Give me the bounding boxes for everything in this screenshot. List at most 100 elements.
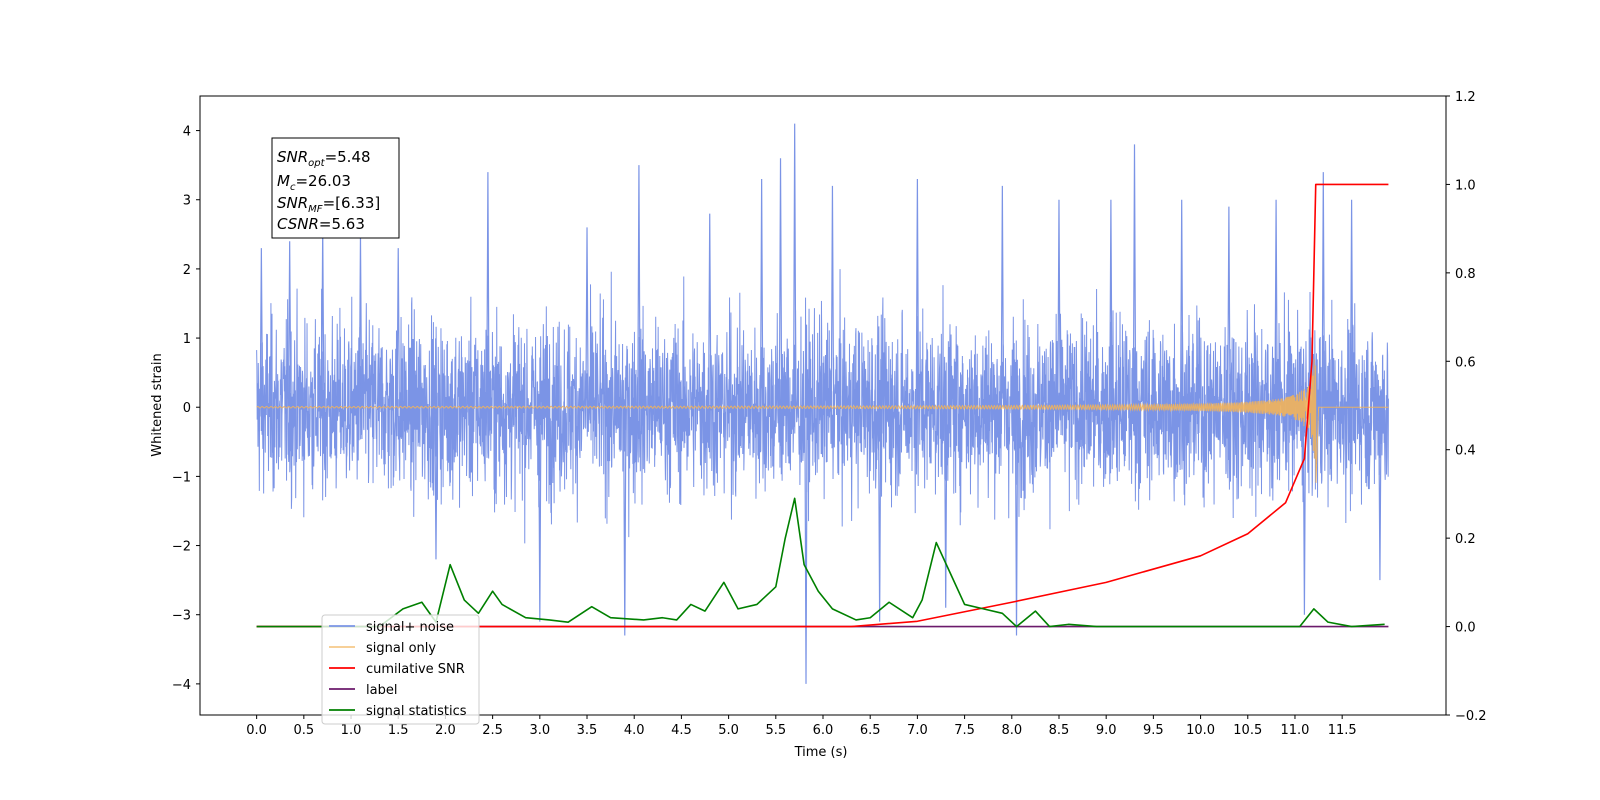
x-tick-label: 1.0 <box>341 723 362 738</box>
legend-label: cumilative SNR <box>366 662 465 677</box>
signal-noise-spike <box>1014 407 1019 636</box>
signal-noise-spike <box>1349 199 1354 408</box>
stat-mc: Mc=26.03 <box>277 172 351 193</box>
x-tick-label: 6.5 <box>860 723 881 738</box>
y-tick-label: 0 <box>183 401 191 416</box>
x-tick-label: 6.0 <box>813 723 834 738</box>
y-tick-label: 1 <box>183 332 191 347</box>
signal-noise-spike <box>1179 199 1184 408</box>
stat-snr-mf: SNRMF=[6.33] <box>277 194 380 215</box>
x-tick-label: 10.0 <box>1186 723 1215 738</box>
x-tick-label: 11.5 <box>1328 723 1357 738</box>
stat-mc-symbol: M <box>277 172 290 190</box>
y-right-tick-label: 0.2 <box>1455 532 1476 547</box>
x-tick-label: 0.5 <box>293 723 314 738</box>
stat-snr-opt-value: =5.48 <box>325 148 371 166</box>
y-tick-label: −3 <box>172 609 191 624</box>
stat-csnr-symbol: CSNR <box>277 215 319 233</box>
stats-box-frame <box>271 137 400 239</box>
x-tick-label: 2.0 <box>435 723 456 738</box>
x-tick-label: 5.5 <box>765 723 786 738</box>
signal-noise-spike <box>623 407 627 636</box>
signal-only-line <box>256 359 1389 483</box>
cumulative-snr-line <box>256 183 1389 628</box>
x-tick-label: 10.5 <box>1233 723 1262 738</box>
signal-noise-spike <box>396 248 400 408</box>
x-tick-label: 4.5 <box>671 723 692 738</box>
y-tick-label: −4 <box>172 678 191 693</box>
signal-noise-spike <box>1227 206 1231 408</box>
signal-noise-spike <box>1274 199 1278 408</box>
x-tick-label: 11.0 <box>1280 723 1309 738</box>
y-right-tick-label: 1.0 <box>1455 178 1476 193</box>
y-axis-right: −0.2 0.0 0.2 0.4 0.6 0.8 1.0 1.2 <box>1446 90 1487 724</box>
x-tick-label: 3.5 <box>577 723 598 738</box>
x-tick-label: 5.0 <box>718 723 739 738</box>
signal-noise-spike <box>877 407 882 622</box>
x-tick-label: 8.0 <box>1001 723 1022 738</box>
stats-box: SNRopt=5.48 Mc=26.03 SNRMF=[6.33] CSNR=5… <box>271 137 400 239</box>
signal-noise-spike <box>287 241 292 408</box>
legend-label: signal statistics <box>366 704 467 719</box>
y-right-tick-label: 0.8 <box>1455 267 1476 282</box>
stat-csnr: CSNR=5.63 <box>277 215 365 233</box>
y-right-tick-label: 1.2 <box>1455 90 1476 105</box>
stat-csnr-value: =5.63 <box>319 215 365 233</box>
y-right-tick-label: 0.4 <box>1455 444 1476 459</box>
series-signal-statistics <box>256 497 1385 628</box>
y-tick-label: −1 <box>172 470 191 485</box>
series-signal-noise <box>256 123 1389 684</box>
signal-noise-spike <box>259 248 264 408</box>
signal-noise-spike <box>1378 407 1382 581</box>
x-axis: 0.0 0.5 1.0 1.5 2.0 2.5 3.0 3.5 4.0 4.5 5.0 5.5 6.0 6… <box>246 715 1357 738</box>
signal-statistics-line <box>256 497 1385 628</box>
signal-noise-spike <box>707 213 712 408</box>
y-tick-label: 2 <box>183 263 191 278</box>
y-right-tick-label: −0.2 <box>1455 709 1487 724</box>
stat-snr-mf-symbol: SNR <box>277 194 308 212</box>
stat-snr-mf-value: =[6.33] <box>323 194 381 212</box>
signal-noise-spike <box>1000 185 1005 408</box>
signal-noise-spike <box>486 172 490 408</box>
signal-noise-spike <box>434 407 438 560</box>
legend: signal+ noise signal only cumilative SNR la… <box>321 614 480 725</box>
signal-noise-spike <box>1302 407 1307 615</box>
y-right-tick-label: 0.0 <box>1455 621 1476 636</box>
stat-mc-value: =26.03 <box>295 172 351 190</box>
signal-noise-spike <box>1321 172 1326 408</box>
x-tick-label: 9.0 <box>1096 723 1117 738</box>
legend-label: label <box>366 683 397 698</box>
signal-noise-spike <box>915 178 920 408</box>
series-cumulative-snr <box>256 183 1389 628</box>
signal-noise-spike <box>538 407 542 622</box>
x-tick-label: 7.0 <box>907 723 928 738</box>
stat-snr-opt-symbol: SNR <box>277 148 308 166</box>
y-axis-label: Whitened strain <box>150 353 165 456</box>
signal-noise-spike <box>943 407 948 608</box>
legend-label: signal only <box>366 641 436 656</box>
y-axis-left: −4 −3 −2 −1 0 1 2 3 4 <box>172 125 200 693</box>
signal-noise-spike <box>759 178 764 408</box>
x-tick-label: 4.0 <box>624 723 645 738</box>
stat-snr-opt-subscript: opt <box>308 158 325 169</box>
x-axis-label: Time (s) <box>794 745 848 760</box>
x-tick-label: 2.5 <box>482 723 503 738</box>
x-tick-label: 1.5 <box>388 723 409 738</box>
x-tick-label: 0.0 <box>246 723 267 738</box>
x-tick-label: 3.0 <box>529 723 550 738</box>
y-tick-label: −2 <box>172 540 191 555</box>
stat-snr-mf-subscript: MF <box>308 204 323 215</box>
signal-noise-spike <box>792 123 797 408</box>
legend-frame <box>321 614 480 725</box>
plot-area <box>256 123 1389 684</box>
signal-noise-spike <box>830 185 835 408</box>
x-tick-label: 7.5 <box>954 723 975 738</box>
x-tick-label: 8.5 <box>1049 723 1070 738</box>
signal-noise-spike <box>637 165 641 408</box>
x-tick-label: 9.5 <box>1143 723 1164 738</box>
series-signal-only <box>256 359 1389 483</box>
signal-noise-spike <box>1057 199 1061 408</box>
signal-noise-spike <box>778 158 783 408</box>
